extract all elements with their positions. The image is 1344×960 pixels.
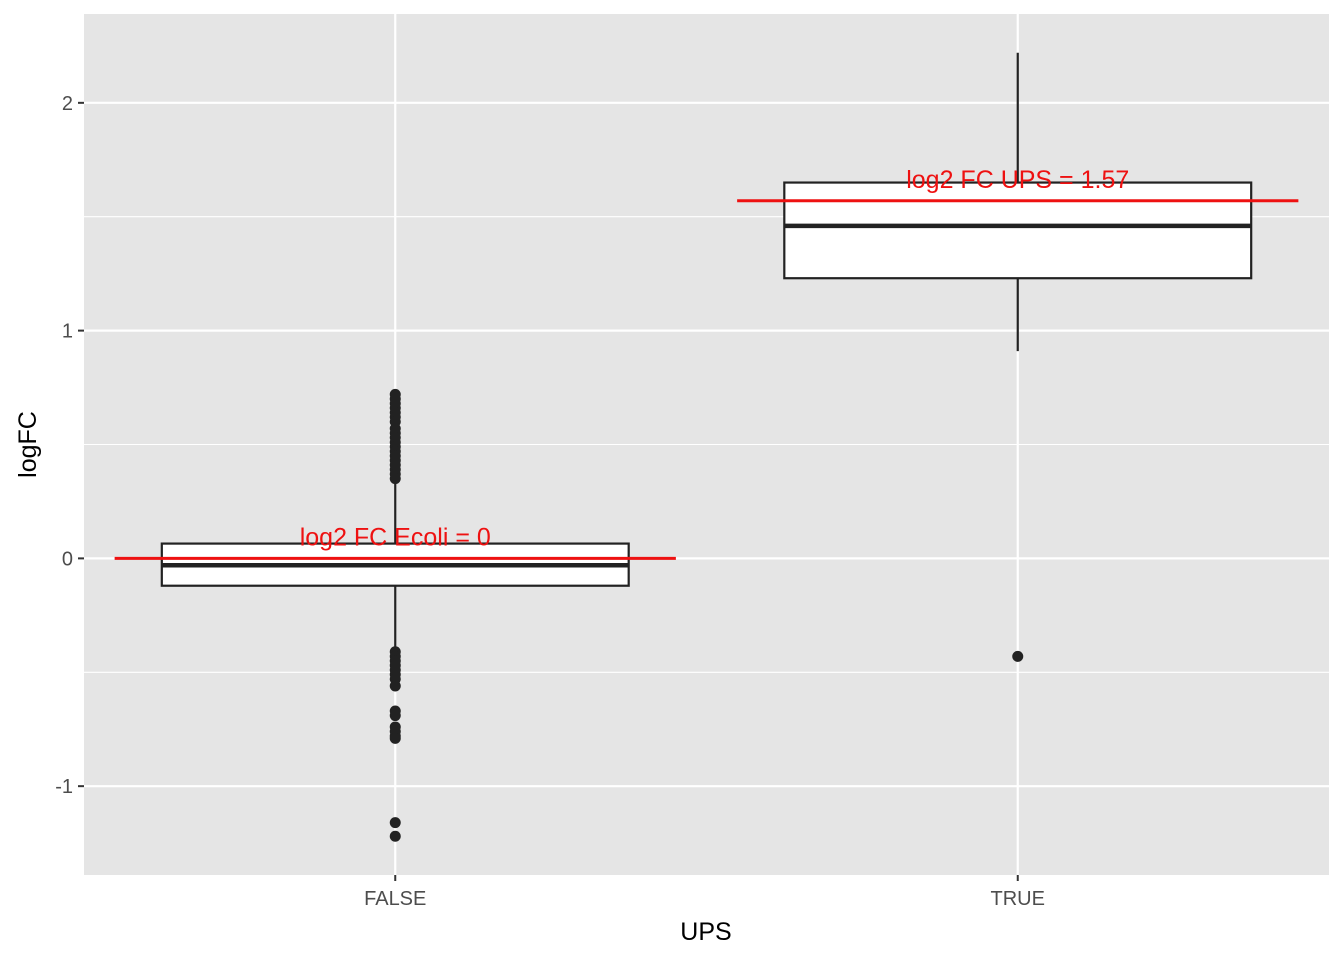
outlier-point (389, 817, 401, 829)
reference-lines: log2 FC Ecoli = 0 log2 FC UPS = 1.57 (114, 166, 1299, 560)
y-tick-label: 1 (62, 321, 73, 343)
reference-label: log2 FC UPS = 1.57 (906, 166, 1129, 194)
y-tick-label: 0 (62, 548, 73, 570)
x-tick-label: TRUE (991, 888, 1045, 910)
x-tick-label: FALSE (364, 888, 426, 910)
box-group-false (160, 388, 630, 842)
axis-ticks (78, 101, 1019, 881)
box-iqr (783, 181, 1253, 280)
outlier-point (1012, 650, 1024, 662)
box-group-true (783, 52, 1253, 662)
outlier-point (389, 473, 401, 485)
y-axis-title: logFC (14, 411, 42, 478)
tick-labels: -1 0 1 2 FALSE TRUE (55, 93, 1045, 910)
y-tick-label: -1 (55, 776, 73, 798)
outlier-point (389, 680, 401, 692)
boxes (160, 52, 1253, 842)
x-axis-title: UPS (680, 918, 731, 946)
y-tick-label: 2 (62, 93, 73, 115)
reference-label: log2 FC Ecoli = 0 (300, 523, 491, 551)
outlier-point (389, 710, 401, 722)
outlier-point (389, 830, 401, 842)
outlier-point (389, 732, 401, 744)
